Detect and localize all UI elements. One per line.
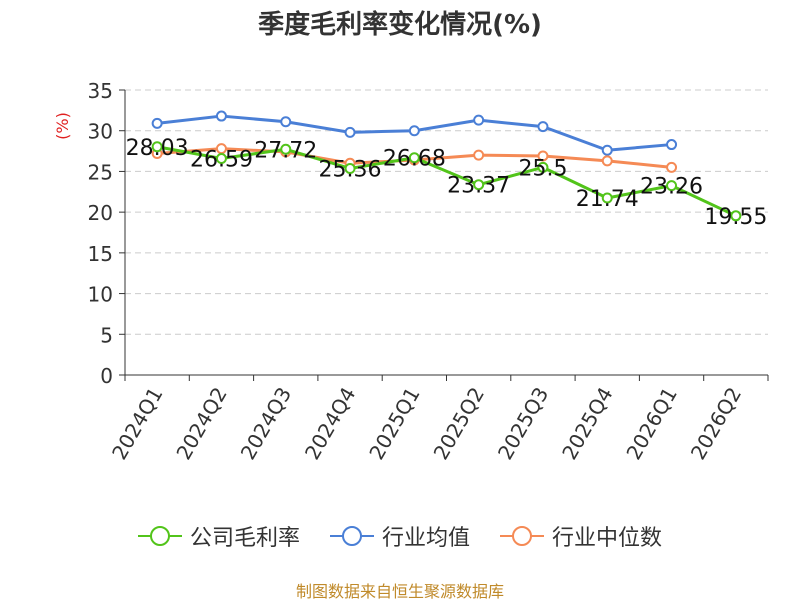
- y-tick-label: 10: [88, 283, 113, 307]
- legend-label: 行业均值: [381, 526, 470, 551]
- y-axis-title: (%): [53, 112, 72, 140]
- data-point: [151, 117, 163, 129]
- y-tick-label: 30: [88, 120, 113, 144]
- data-point: [280, 143, 292, 155]
- data-point: [215, 110, 227, 122]
- data-point: [537, 161, 549, 173]
- data-point: [215, 152, 227, 164]
- data-point: [601, 192, 613, 204]
- series: [151, 110, 742, 222]
- data-label: 23.37: [447, 174, 510, 199]
- legend: 公司毛利率 行业均值 行业中位数: [0, 520, 800, 552]
- data-point: [601, 144, 613, 156]
- data-point: [537, 150, 549, 162]
- legend-item[interactable]: 行业均值: [329, 520, 470, 552]
- data-point: [473, 149, 485, 161]
- data-label: 27.72: [254, 138, 317, 163]
- y-tick-label: 35: [88, 79, 113, 103]
- y-tick-label: 25: [88, 160, 113, 184]
- chart-title: 季度毛利率变化情况(%): [258, 10, 542, 40]
- x-tick-label: 2024Q4: [300, 383, 360, 464]
- data-point: [473, 114, 485, 126]
- data-label: 28.03: [126, 136, 189, 161]
- data-label: 25.36: [319, 157, 382, 182]
- legend-swatch: [137, 526, 182, 546]
- x-tick-label: 2024Q1: [107, 383, 167, 464]
- x-tick-label: 2026Q2: [686, 383, 746, 464]
- data-point: [408, 152, 420, 164]
- x-tick-label: 2025Q3: [493, 383, 553, 464]
- legend-swatch: [329, 526, 374, 546]
- x-tick-label: 2024Q3: [236, 383, 296, 464]
- x-tick-label: 2024Q2: [171, 383, 231, 464]
- data-point: [537, 121, 549, 133]
- y-tick-label: 0: [100, 364, 113, 388]
- data-label: 21.74: [576, 187, 639, 212]
- legend-item[interactable]: 公司毛利率: [137, 520, 300, 552]
- data-point: [601, 155, 613, 167]
- data-point: [344, 126, 356, 138]
- series-line: [156, 145, 737, 218]
- data-point: [666, 180, 678, 192]
- data-point: [280, 116, 292, 128]
- x-tick-label: 2025Q2: [429, 383, 489, 464]
- y-tick-label: 15: [88, 242, 113, 266]
- data-point: [473, 179, 485, 191]
- data-label: 26.59: [190, 147, 253, 172]
- data-label: 19.55: [704, 205, 767, 230]
- y-tick-label: 20: [88, 201, 113, 225]
- data-point: [344, 162, 356, 174]
- data-label: 25.5: [518, 156, 567, 181]
- data-point: [666, 161, 678, 173]
- data-label: 26.68: [383, 147, 446, 172]
- data-label: 23.26: [640, 175, 703, 200]
- data-point: [151, 141, 163, 153]
- data-point: [666, 139, 678, 151]
- legend-swatch: [500, 526, 544, 546]
- legend-label: 公司毛利率: [189, 526, 300, 551]
- y-tick-label: 5: [100, 323, 113, 347]
- data-point: [408, 125, 420, 137]
- data-point: [730, 210, 742, 222]
- legend-item[interactable]: 行业中位数: [500, 520, 662, 552]
- x-tick-label: 2025Q4: [557, 383, 617, 464]
- x-tick-label: 2026Q1: [621, 383, 681, 464]
- legend-label: 行业中位数: [552, 526, 663, 551]
- source-note: 制图数据来自恒生聚源数据库: [295, 582, 504, 601]
- x-tick-label: 2025Q1: [364, 383, 424, 464]
